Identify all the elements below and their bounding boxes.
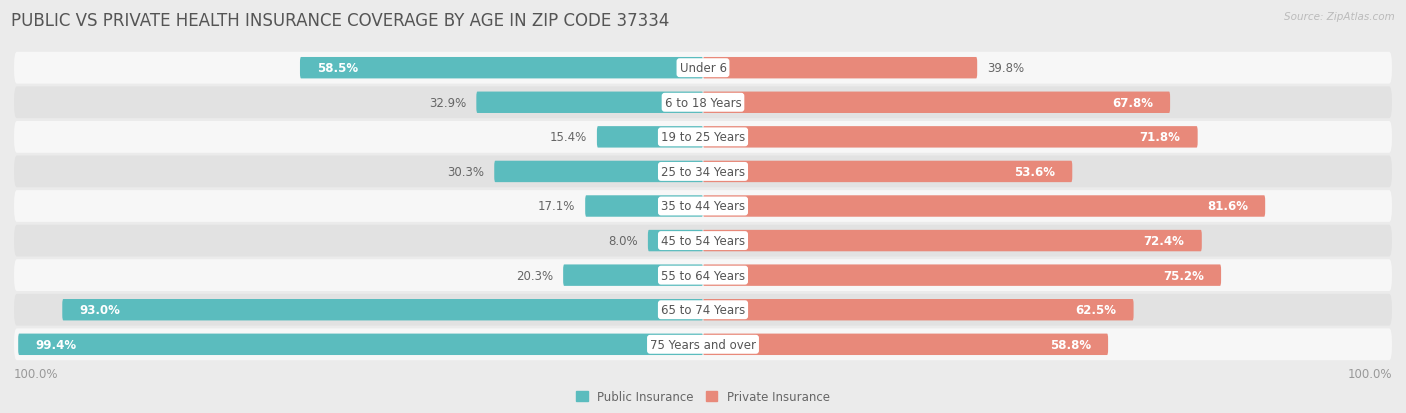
Text: 25 to 34 Years: 25 to 34 Years bbox=[661, 166, 745, 178]
Text: 100.0%: 100.0% bbox=[14, 367, 59, 380]
FancyBboxPatch shape bbox=[14, 260, 1392, 291]
FancyBboxPatch shape bbox=[14, 122, 1392, 153]
Text: 100.0%: 100.0% bbox=[1347, 367, 1392, 380]
Text: 72.4%: 72.4% bbox=[1143, 235, 1185, 247]
Text: PUBLIC VS PRIVATE HEALTH INSURANCE COVERAGE BY AGE IN ZIP CODE 37334: PUBLIC VS PRIVATE HEALTH INSURANCE COVER… bbox=[11, 12, 669, 30]
FancyBboxPatch shape bbox=[703, 265, 1220, 286]
Text: 62.5%: 62.5% bbox=[1076, 304, 1116, 316]
Text: 58.8%: 58.8% bbox=[1050, 338, 1091, 351]
FancyBboxPatch shape bbox=[585, 196, 703, 217]
Text: 19 to 25 Years: 19 to 25 Years bbox=[661, 131, 745, 144]
FancyBboxPatch shape bbox=[648, 230, 703, 252]
FancyBboxPatch shape bbox=[14, 294, 1392, 326]
Text: 93.0%: 93.0% bbox=[80, 304, 121, 316]
FancyBboxPatch shape bbox=[62, 299, 703, 320]
FancyBboxPatch shape bbox=[703, 58, 977, 79]
FancyBboxPatch shape bbox=[703, 127, 1198, 148]
FancyBboxPatch shape bbox=[703, 196, 1265, 217]
Text: Source: ZipAtlas.com: Source: ZipAtlas.com bbox=[1284, 12, 1395, 22]
Text: 75 Years and over: 75 Years and over bbox=[650, 338, 756, 351]
Text: Under 6: Under 6 bbox=[679, 62, 727, 75]
Text: 6 to 18 Years: 6 to 18 Years bbox=[665, 97, 741, 109]
Text: 32.9%: 32.9% bbox=[429, 97, 465, 109]
FancyBboxPatch shape bbox=[14, 191, 1392, 222]
Text: 35 to 44 Years: 35 to 44 Years bbox=[661, 200, 745, 213]
Legend: Public Insurance, Private Insurance: Public Insurance, Private Insurance bbox=[571, 385, 835, 408]
FancyBboxPatch shape bbox=[703, 334, 1108, 355]
Text: 55 to 64 Years: 55 to 64 Years bbox=[661, 269, 745, 282]
Text: 20.3%: 20.3% bbox=[516, 269, 553, 282]
FancyBboxPatch shape bbox=[703, 230, 1202, 252]
Text: 99.4%: 99.4% bbox=[35, 338, 76, 351]
Text: 53.6%: 53.6% bbox=[1014, 166, 1054, 178]
FancyBboxPatch shape bbox=[703, 161, 1073, 183]
FancyBboxPatch shape bbox=[14, 53, 1392, 84]
FancyBboxPatch shape bbox=[703, 299, 1133, 320]
FancyBboxPatch shape bbox=[14, 225, 1392, 257]
Text: 75.2%: 75.2% bbox=[1163, 269, 1204, 282]
FancyBboxPatch shape bbox=[477, 93, 703, 114]
Text: 65 to 74 Years: 65 to 74 Years bbox=[661, 304, 745, 316]
Text: 17.1%: 17.1% bbox=[537, 200, 575, 213]
FancyBboxPatch shape bbox=[299, 58, 703, 79]
Text: 71.8%: 71.8% bbox=[1139, 131, 1181, 144]
FancyBboxPatch shape bbox=[14, 156, 1392, 188]
Text: 45 to 54 Years: 45 to 54 Years bbox=[661, 235, 745, 247]
Text: 15.4%: 15.4% bbox=[550, 131, 586, 144]
Text: 30.3%: 30.3% bbox=[447, 166, 484, 178]
FancyBboxPatch shape bbox=[703, 93, 1170, 114]
Text: 67.8%: 67.8% bbox=[1112, 97, 1153, 109]
FancyBboxPatch shape bbox=[18, 334, 703, 355]
Text: 58.5%: 58.5% bbox=[318, 62, 359, 75]
Text: 39.8%: 39.8% bbox=[987, 62, 1025, 75]
FancyBboxPatch shape bbox=[14, 329, 1392, 360]
FancyBboxPatch shape bbox=[564, 265, 703, 286]
FancyBboxPatch shape bbox=[598, 127, 703, 148]
Text: 81.6%: 81.6% bbox=[1206, 200, 1249, 213]
FancyBboxPatch shape bbox=[495, 161, 703, 183]
FancyBboxPatch shape bbox=[14, 87, 1392, 119]
Text: 8.0%: 8.0% bbox=[607, 235, 637, 247]
